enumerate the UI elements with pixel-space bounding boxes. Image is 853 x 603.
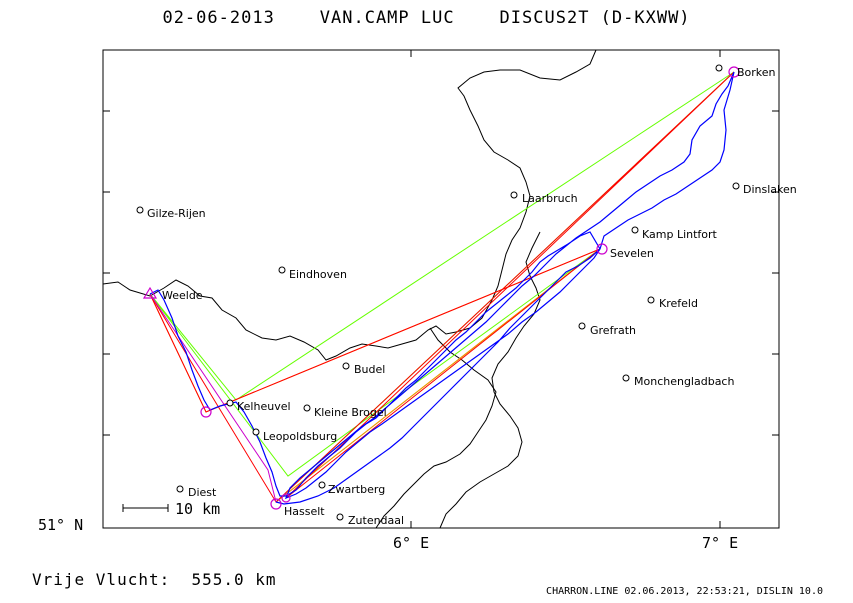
- place-label: Laarbruch: [522, 192, 578, 205]
- place-dot: [336, 513, 344, 521]
- task-line-red: [149, 248, 601, 413]
- place-label: Diest: [188, 486, 217, 499]
- place-dot: [318, 481, 326, 489]
- place-dot: [226, 399, 234, 407]
- place-dot: [732, 182, 740, 190]
- task-lines: [149, 71, 735, 503]
- place-dot: [622, 374, 630, 382]
- gps-track: [149, 71, 735, 505]
- place-labels: Borken Laarbruch Dinslaken Gilze-Rijen K…: [147, 66, 797, 527]
- place-dot: [342, 362, 350, 370]
- place-dot: [176, 485, 184, 493]
- place-label: Hasselt: [284, 505, 325, 518]
- place-dot: [136, 206, 144, 214]
- lat-label: 51° N: [38, 516, 83, 534]
- flight-date: 02-06-2013: [162, 8, 275, 28]
- place-dot: [578, 322, 586, 330]
- turnpoint-sevelen: [596, 243, 608, 255]
- turnpoint-hasselt: [270, 498, 282, 510]
- place-label: Dinslaken: [743, 183, 797, 196]
- place-label: Kamp Lintfort: [642, 228, 718, 241]
- distance-label: Vrije Vlucht: 555.0 km: [32, 570, 277, 589]
- place-label: Monchengladbach: [634, 375, 734, 388]
- task-line-magenta: [149, 293, 277, 503]
- place-markers: [136, 64, 740, 521]
- place-label: Kelheuvel: [237, 400, 291, 413]
- task-line-red-2: [149, 71, 735, 503]
- place-label: Gilze-Rijen: [147, 207, 206, 220]
- place-label: Zwartberg: [328, 483, 385, 496]
- map-frame: [102, 49, 780, 529]
- lon-label-6e: 6° E: [393, 534, 429, 552]
- place-dot: [631, 226, 639, 234]
- lon-label-7e: 7° E: [702, 534, 738, 552]
- turnpoint-hasselt-2: [281, 493, 291, 503]
- place-label: Grefrath: [590, 324, 636, 337]
- place-dot: [252, 428, 260, 436]
- place-dot: [303, 404, 311, 412]
- credit-line: CHARRON.LINE 02.06.2013, 22:53:21, DISLI…: [546, 586, 823, 597]
- pilot-name: VAN.CAMP LUC: [319, 8, 455, 28]
- axis-ticks: [103, 50, 779, 528]
- place-label: Kleine Brogel: [314, 406, 387, 419]
- place-label: Krefeld: [659, 297, 698, 310]
- place-label: Zutendaal: [348, 514, 404, 527]
- place-label: Sevelen: [610, 247, 654, 260]
- place-label: Budel: [354, 363, 385, 376]
- start-triangle: [142, 286, 158, 299]
- place-dot: [510, 191, 518, 199]
- place-label: Borken: [737, 66, 776, 79]
- country-borders: [102, 49, 597, 529]
- turnpoints: [142, 66, 740, 510]
- place-label: Leopoldsburg: [263, 430, 337, 443]
- scale-label: 10 km: [175, 500, 220, 518]
- place-dot: [647, 296, 655, 304]
- task-line-green: [149, 71, 735, 503]
- place-dot: [278, 266, 286, 274]
- flight-title: 02-06-2013 VAN.CAMP LUC DISCUS2T (D-KXWW…: [0, 8, 853, 28]
- turnpoint-kelheuvel: [200, 406, 212, 418]
- turnpoint-borken: [728, 66, 740, 78]
- place-dot: [715, 64, 723, 72]
- place-label: Eindhoven: [289, 268, 347, 281]
- scale-bar: 10 km: [122, 500, 220, 518]
- place-label: Weelde: [162, 289, 203, 302]
- glider-name: DISCUS2T (D-KXWW): [499, 8, 691, 28]
